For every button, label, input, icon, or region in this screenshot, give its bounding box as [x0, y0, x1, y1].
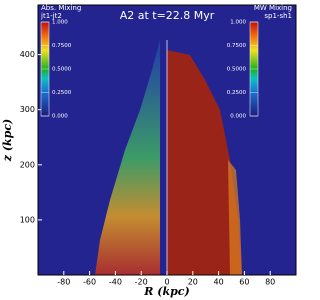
colorbar-tick-label: 0.7500 [227, 43, 247, 49]
y-tick-label: 300 [20, 105, 35, 114]
x-tick-label: -80 [57, 278, 70, 287]
colorbar-title: Abs. Mixing [41, 4, 81, 12]
x-tick-label: 40 [214, 278, 224, 287]
plume-region [167, 50, 242, 275]
colorbar-tick-label: 1.000 [230, 20, 246, 26]
x-tick-label: 60 [239, 278, 249, 287]
colorbar-tick-label: 0.2500 [227, 90, 247, 96]
x-tick-label: -40 [109, 278, 122, 287]
x-tick-label: 20 [188, 278, 198, 287]
colorbar-tick-label: 0.000 [52, 114, 68, 120]
x-tick-label: 80 [265, 278, 275, 287]
x-axis-label: R (kpc) [143, 285, 189, 298]
x-tick-label: 0 [164, 278, 169, 287]
colorbar-subtitle: jt1-jt2 [40, 12, 62, 20]
y-tick-label: 400 [20, 50, 35, 59]
colorbar-tick-label: 0.000 [230, 114, 246, 120]
colorbar-tick-label: 0.5000 [52, 67, 72, 73]
colorbar-title: MW Mixing [254, 4, 292, 12]
chart: A2 at t=22.8 Myr R (kpc) z (kpc) -80 -60 -… [1, 4, 297, 298]
chart-title: A2 at t=22.8 Myr [120, 9, 215, 22]
jet-mixing-region [95, 40, 160, 275]
colorbar-tick-label: 0.5000 [227, 67, 247, 73]
y-axis-label: z (kpc) [1, 119, 14, 163]
x-tick-label: -20 [135, 278, 148, 287]
y-tick-label: 200 [20, 160, 35, 169]
colorbar-tick-label: 0.2500 [52, 90, 72, 96]
x-tick-label: -60 [83, 278, 96, 287]
y-tick-label: 100 [20, 215, 35, 224]
colorbar-subtitle: sp1-sh1 [264, 12, 292, 20]
colorbar-tick-label: 0.7500 [52, 43, 72, 49]
colorbar-tick-label: 1.000 [52, 20, 68, 26]
plume-edge [228, 160, 242, 275]
